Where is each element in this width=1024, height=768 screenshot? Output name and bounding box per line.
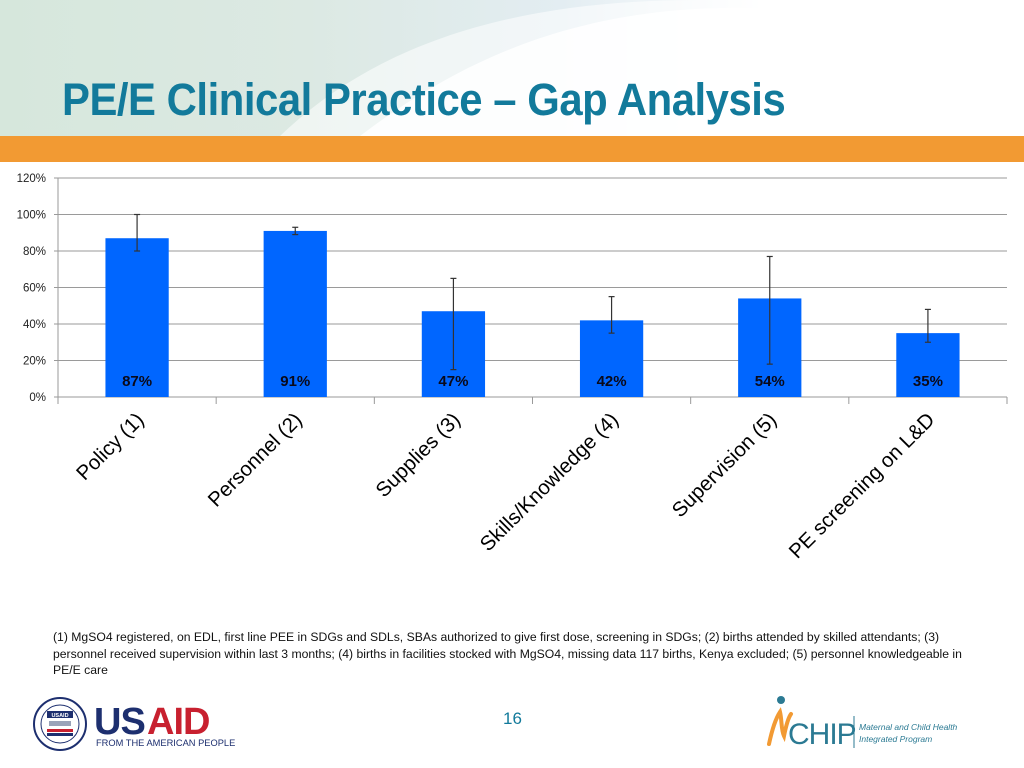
footnote: (1) MgSO4 registered, on EDL, first line…: [53, 630, 962, 677]
x-axis-category-labels: Policy (1) Personnel (2) Supplies (3) Skill…: [72, 408, 940, 563]
y-tick-label: 0%: [29, 392, 46, 404]
orange-divider-band: [0, 136, 1024, 162]
data-label: 87%: [122, 373, 152, 390]
usaid-wordmark-us: US: [94, 701, 145, 743]
mchip-figure-icon: [767, 696, 793, 746]
data-label: 35%: [913, 373, 943, 390]
svg-text:USAID: USAID: [51, 713, 68, 719]
y-tick-label: 40%: [23, 319, 46, 331]
y-tick-label: 120%: [17, 173, 46, 185]
data-label: 42%: [597, 373, 627, 390]
y-tick-label: 60%: [23, 283, 46, 295]
bar: [896, 333, 960, 397]
axes: [54, 177, 1008, 404]
x-category-label: Supplies (3): [371, 408, 465, 502]
x-category-label: Supervision (5): [668, 408, 782, 522]
slide-title: PE/E Clinical Practice – Gap Analysis: [62, 74, 786, 125]
y-axis-tick-labels: 0% 20% 40% 60% 80% 100% 120%: [17, 173, 46, 404]
x-category-label: Personnel (2): [204, 408, 307, 511]
usaid-seal-icon: USAID: [33, 697, 87, 751]
data-label: 47%: [438, 373, 468, 390]
usaid-tagline: FROM THE AMERICAN PEOPLE: [96, 738, 235, 748]
mchip-tagline-line1: Maternal and Child Health: [859, 722, 958, 732]
data-labels: 87% 91% 47% 42% 54% 35%: [122, 373, 943, 390]
mchip-wordmark: CHIP: [788, 718, 856, 751]
header-swoosh-decoration: [280, 0, 1024, 136]
bar-chart: 0% 20% 40% 60% 80% 100% 120% 87% 91% 47% 42% 54% 35…: [17, 173, 1008, 563]
bars: [105, 230, 960, 397]
bar: [105, 238, 169, 397]
mchip-logo: CHIP Maternal and Child Health Integrate…: [767, 696, 958, 751]
y-tick-label: 100%: [17, 210, 46, 222]
y-tick-label: 20%: [23, 356, 46, 368]
y-tick-label: 80%: [23, 246, 46, 258]
mchip-tagline-line2: Integrated Program: [859, 734, 932, 744]
gridlines: [58, 177, 1007, 361]
bar: [263, 230, 327, 397]
data-label: 91%: [280, 373, 310, 390]
error-bars: [134, 213, 931, 371]
usaid-wordmark-aid: AID: [147, 701, 209, 743]
x-category-label: Skills/Knowledge (4): [476, 408, 624, 556]
page-number: 16: [503, 709, 522, 728]
x-category-label: Policy (1): [72, 408, 149, 485]
usaid-logo: USAID US AID FROM THE AMERICAN PEOPLE: [33, 697, 235, 751]
data-label: 54%: [755, 373, 785, 390]
x-category-label: PE screening on L&D: [785, 408, 940, 563]
header-background: [0, 0, 1024, 136]
